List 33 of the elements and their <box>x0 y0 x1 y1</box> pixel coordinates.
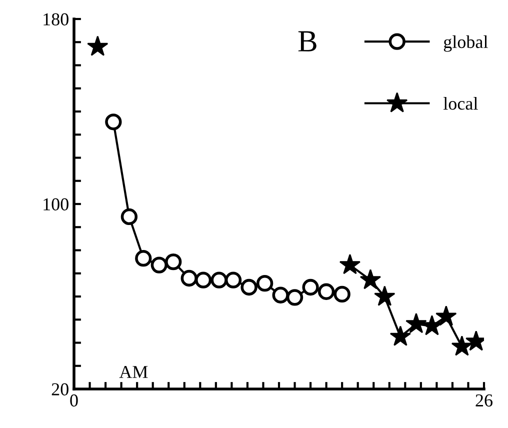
point <box>406 312 427 334</box>
y-tick-label: 20 <box>52 383 68 396</box>
point <box>135 250 152 267</box>
point <box>272 286 289 304</box>
legend-label: local <box>443 97 478 110</box>
point <box>436 306 457 326</box>
point <box>120 208 138 226</box>
point <box>451 336 473 356</box>
point <box>374 286 396 306</box>
point <box>87 36 108 56</box>
point <box>150 256 168 274</box>
y-tick-label: 100 <box>44 198 68 210</box>
point <box>210 272 228 288</box>
point <box>390 326 412 346</box>
point <box>339 254 361 274</box>
point <box>194 272 212 288</box>
point <box>256 274 274 292</box>
point <box>286 289 304 306</box>
point <box>302 278 319 296</box>
x-tick-label: 0 <box>70 394 78 407</box>
point <box>334 286 350 303</box>
point <box>165 253 182 270</box>
legend-label: global <box>444 35 488 52</box>
point <box>318 283 335 300</box>
point <box>180 270 198 287</box>
point <box>224 272 242 288</box>
y-tick-label: 180 <box>44 13 68 26</box>
point <box>105 114 122 130</box>
x-tick-label: 26 <box>476 394 492 407</box>
point <box>240 278 258 296</box>
chart-title: B <box>298 31 316 52</box>
point <box>360 268 382 290</box>
annotation: AM <box>119 366 148 378</box>
